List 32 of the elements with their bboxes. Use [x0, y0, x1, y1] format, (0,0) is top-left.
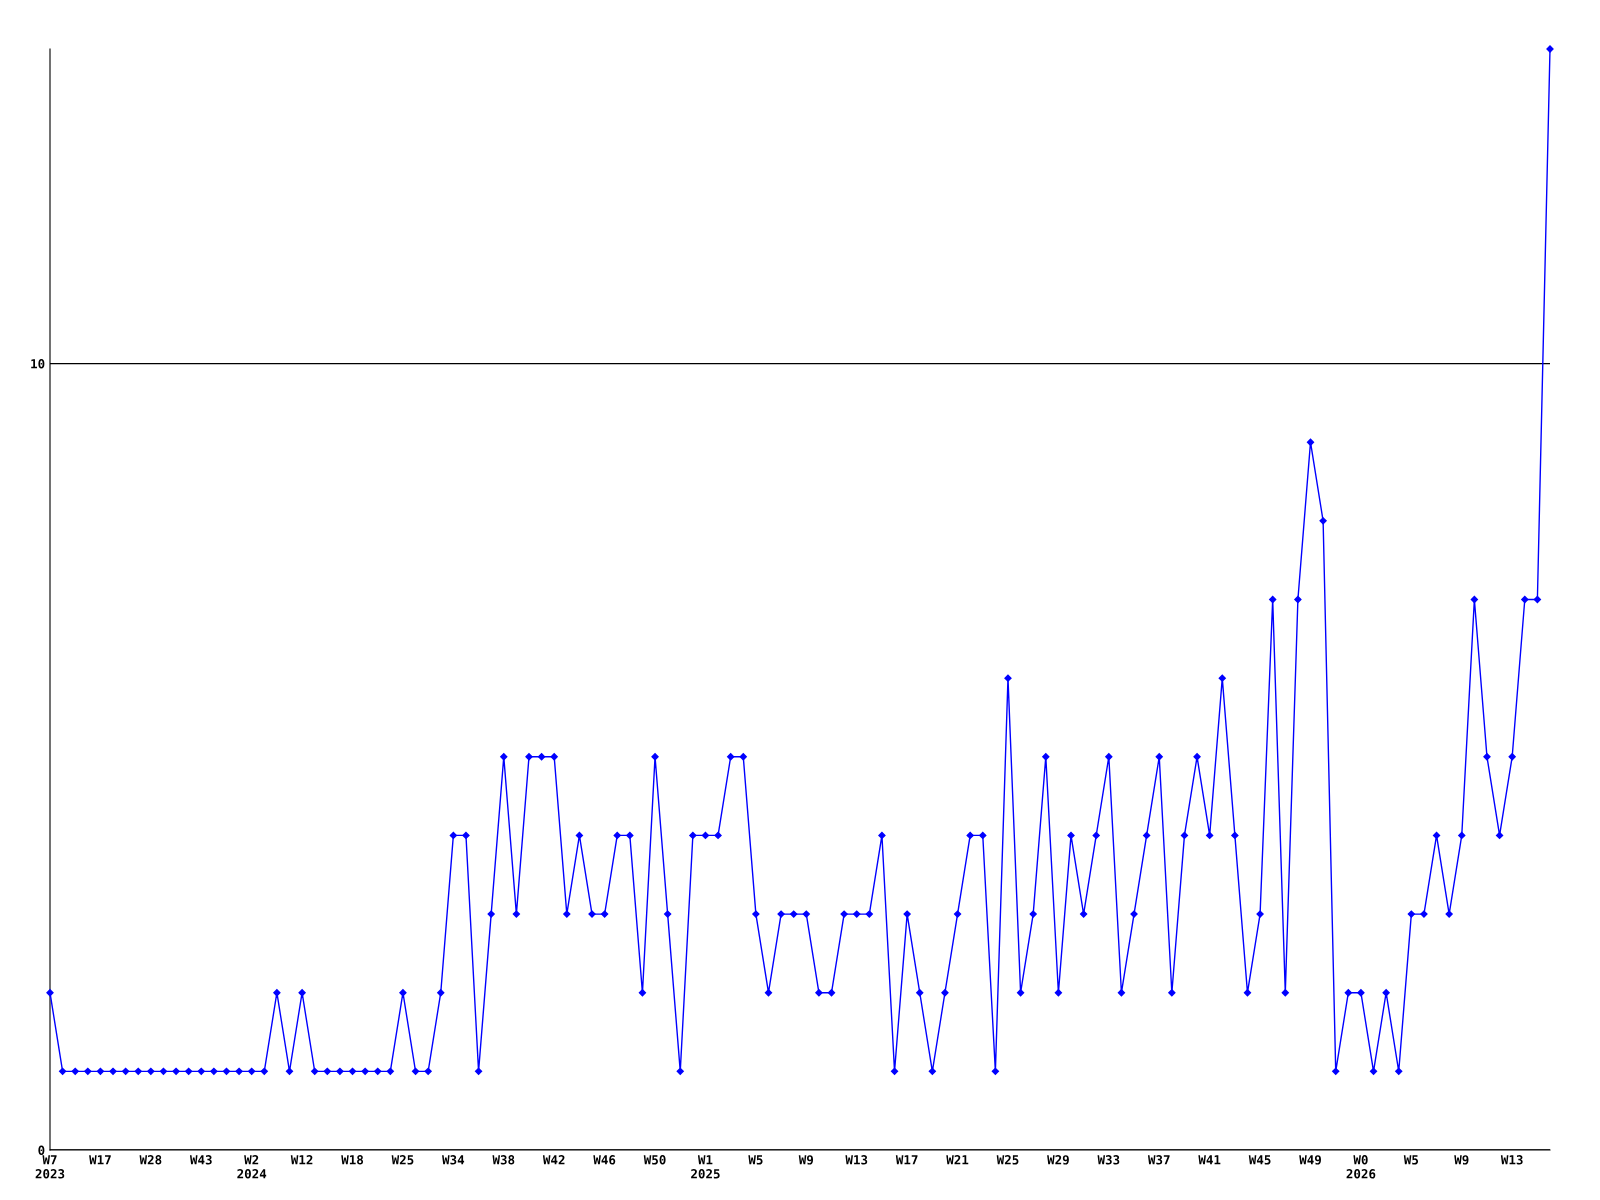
- x-tick-label: W50: [643, 1155, 666, 1165]
- x-tick-label: W5: [1403, 1155, 1419, 1165]
- x-tick-label: W34: [442, 1155, 465, 1165]
- x-tick-label: W45: [1248, 1155, 1271, 1165]
- y-tick-label: 10: [31, 359, 45, 369]
- y-tick-label: 0: [38, 1145, 45, 1155]
- x-tick-label: W49: [1299, 1155, 1321, 1165]
- x-tick-label: W13: [1500, 1155, 1523, 1165]
- x-tick-label: W43: [189, 1155, 212, 1165]
- x-tick-label: W46: [593, 1155, 616, 1165]
- x-tick-label: W25: [996, 1155, 1019, 1165]
- x-tick-label: W33: [1097, 1155, 1120, 1165]
- x-tick-label: W1 2025: [691, 1155, 720, 1179]
- x-tick-label: W9: [798, 1155, 814, 1165]
- x-tick-label: W9: [1454, 1155, 1469, 1165]
- x-tick-label: W5: [748, 1155, 763, 1165]
- x-tick-label: W28: [139, 1155, 162, 1165]
- x-tick-label: W7 2023: [35, 1155, 65, 1179]
- x-tick-label: W38: [492, 1155, 515, 1165]
- x-tick-label: W29: [1047, 1155, 1069, 1165]
- x-tick-label: W2 2024: [237, 1155, 267, 1179]
- x-tick-label: W18: [341, 1155, 364, 1165]
- x-tick-label: W41: [1198, 1155, 1221, 1165]
- x-tick-label: W12: [290, 1155, 313, 1165]
- x-tick-label: W37: [1147, 1155, 1170, 1165]
- x-tick-label: W21: [946, 1155, 969, 1165]
- x-tick-label: W25: [391, 1155, 414, 1165]
- x-tick-label: W17: [89, 1155, 111, 1165]
- x-tick-label: W42: [542, 1155, 565, 1165]
- x-tick-label: W13: [845, 1155, 868, 1165]
- x-tick-label: W0 2026: [1346, 1155, 1376, 1179]
- x-tick-label: W17: [895, 1155, 918, 1165]
